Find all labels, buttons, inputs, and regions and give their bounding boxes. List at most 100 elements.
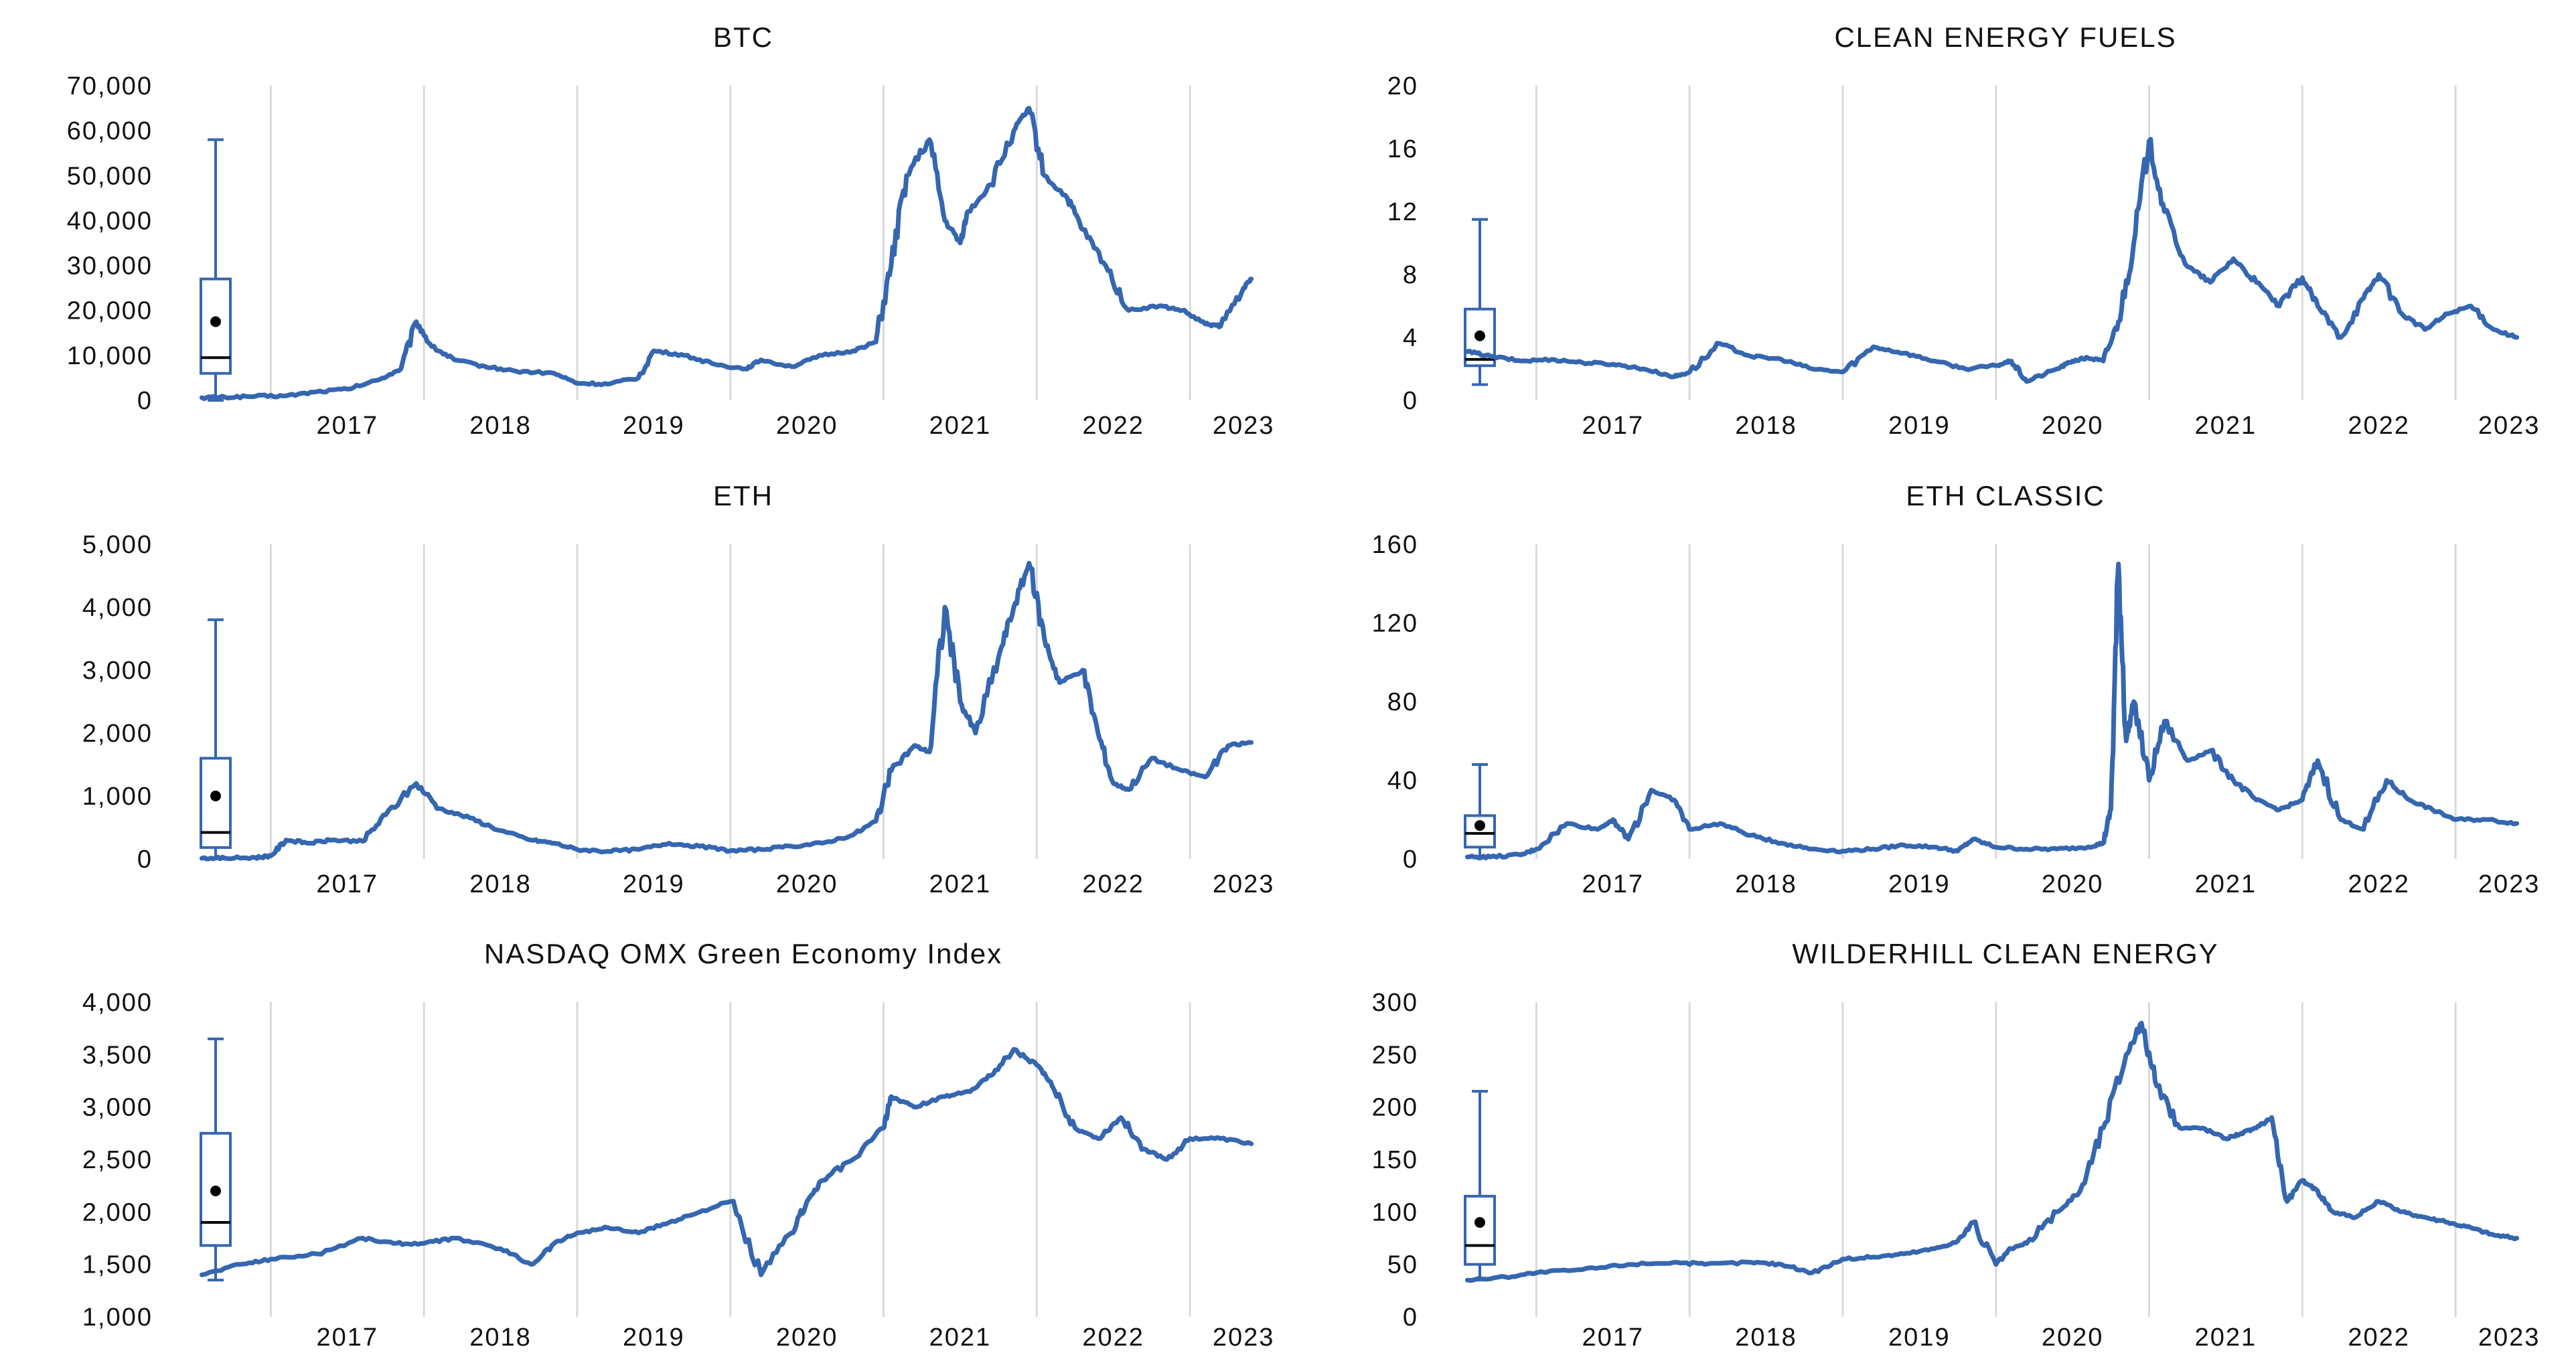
y-tick-label: 40: [1387, 767, 1418, 795]
x-tick-label: 2017: [317, 1324, 379, 1352]
y-tick-label: 150: [1372, 1146, 1418, 1174]
x-tick-label: 2018: [469, 1324, 532, 1352]
y-tick-label: 3,500: [82, 1041, 153, 1069]
x-tick-label: 2018: [1735, 1324, 1797, 1352]
x-tick-label: 2023: [2478, 1324, 2541, 1352]
x-tick-label: 2023: [1213, 412, 1275, 440]
chart-title: ETH: [713, 480, 773, 511]
panel-eth-classic: ETH CLASSIC 0 40 80 120 160 2017 2018 2019 2020 20…: [1372, 480, 2541, 898]
panel-nasdaq-omx-green-economy-index: NASDAQ OMX Green Economy Index 1,000 1,500…: [82, 938, 1275, 1352]
series-line: [1464, 561, 2520, 861]
x-tick-label: 2021: [929, 412, 992, 440]
y-tick-label: 12: [1387, 198, 1418, 226]
y-tick-label: 10,000: [67, 342, 153, 370]
chart-title: CLEAN ENERGY FUELS: [1834, 21, 2176, 53]
y-tick-label: 16: [1387, 135, 1418, 163]
y-tick-label: 2,500: [82, 1146, 153, 1174]
y-tick-label: 50,000: [67, 162, 153, 190]
y-tick-label: 3,000: [82, 657, 153, 685]
y-tick-label: 5,000: [82, 531, 153, 559]
y-tick-label: 200: [1372, 1094, 1418, 1122]
series-line: [1464, 1020, 2520, 1283]
x-tick-label: 2019: [1888, 1324, 1951, 1352]
y-tick-label: 8: [1403, 261, 1418, 289]
series-line: [199, 560, 1254, 862]
x-tick-label: 2020: [2042, 870, 2104, 898]
y-tick-label: 70,000: [67, 72, 153, 100]
y-tick-label: 250: [1372, 1041, 1418, 1069]
x-tick-label: 2020: [776, 870, 838, 898]
y-tick-label: 3,000: [82, 1094, 153, 1122]
x-tick-label: 2017: [317, 870, 379, 898]
x-tick-label: 2019: [1888, 412, 1951, 440]
x-tick-label: 2022: [2348, 870, 2410, 898]
y-tick-label: 30,000: [67, 252, 153, 280]
boxplot-box: [1464, 1194, 1496, 1266]
x-tick-label: 2019: [623, 870, 685, 898]
x-tick-label: 2021: [2195, 1324, 2257, 1352]
chart-title: NASDAQ OMX Green Economy Index: [484, 938, 1002, 969]
y-tick-label: 80: [1387, 688, 1418, 716]
y-tick-label: 0: [1403, 1303, 1418, 1332]
x-tick-label: 2021: [2195, 412, 2257, 440]
y-tick-label: 120: [1372, 610, 1418, 638]
y-tick-label: 0: [1403, 387, 1418, 415]
y-tick-label: 1,500: [82, 1251, 153, 1279]
x-tick-label: 2023: [1213, 1324, 1275, 1352]
x-tick-label: 2021: [929, 870, 992, 898]
x-tick-label: 2022: [1082, 412, 1144, 440]
y-tick-label: 1,000: [82, 783, 153, 811]
y-tick-label: 1,000: [82, 1303, 153, 1332]
boxplot-box: [200, 756, 232, 850]
y-tick-label: 60,000: [67, 117, 153, 145]
x-tick-label: 2023: [2478, 870, 2541, 898]
x-tick-label: 2022: [2348, 1324, 2410, 1352]
y-tick-label: 50: [1387, 1251, 1418, 1279]
x-tick-label: 2018: [469, 412, 532, 440]
boxplot-mean-marker: [210, 316, 221, 327]
x-tick-label: 2022: [1082, 870, 1144, 898]
series-line: [199, 106, 1254, 402]
y-tick-label: 0: [137, 846, 153, 874]
x-tick-label: 2023: [1213, 870, 1275, 898]
chart-title: BTC: [713, 21, 773, 53]
y-tick-label: 20: [1387, 72, 1418, 100]
x-tick-label: 2020: [776, 1324, 838, 1352]
chart-title: ETH CLASSIC: [1906, 480, 2105, 511]
x-tick-label: 2023: [2478, 412, 2541, 440]
x-tick-label: 2021: [929, 1324, 992, 1352]
y-tick-label: 0: [1403, 846, 1418, 874]
y-tick-label: 160: [1372, 531, 1418, 559]
panel-eth: ETH 0 1,000 2,000 3,000 4,000 5,000 2017 2018 201…: [82, 480, 1275, 898]
y-tick-label: 4,000: [82, 594, 153, 622]
series-line: [1464, 137, 2520, 384]
x-tick-label: 2017: [1582, 412, 1645, 440]
y-tick-label: 20,000: [67, 297, 153, 325]
x-tick-label: 2017: [1582, 1324, 1645, 1352]
x-tick-label: 2019: [623, 1324, 685, 1352]
x-tick-label: 2020: [2042, 412, 2104, 440]
x-tick-label: 2020: [2042, 1324, 2104, 1352]
boxplot-mean-marker: [210, 1186, 221, 1196]
x-tick-label: 2018: [469, 870, 532, 898]
y-tick-label: 0: [137, 387, 153, 415]
x-tick-label: 2019: [1888, 870, 1951, 898]
series-line: [199, 1047, 1254, 1277]
panel-clean-energy-fuels: CLEAN ENERGY FUELS 0 4 8 12 16 20 2017 2018 2019 2…: [1387, 21, 2541, 440]
x-tick-label: 2022: [2348, 412, 2410, 440]
y-tick-label: 100: [1372, 1198, 1418, 1226]
x-tick-label: 2020: [776, 412, 838, 440]
boxplot-mean-marker: [1474, 1217, 1485, 1228]
chart-title: WILDERHILL CLEAN ENERGY: [1792, 938, 2218, 969]
y-tick-label: 2,000: [82, 1198, 153, 1226]
x-tick-label: 2017: [317, 412, 379, 440]
boxplot-mean-marker: [1474, 820, 1485, 831]
y-tick-label: 40,000: [67, 207, 153, 235]
x-tick-label: 2019: [623, 412, 685, 440]
x-tick-label: 2017: [1582, 870, 1645, 898]
y-tick-label: 2,000: [82, 720, 153, 748]
x-tick-label: 2018: [1735, 412, 1797, 440]
x-tick-label: 2021: [2195, 870, 2257, 898]
y-tick-label: 300: [1372, 989, 1418, 1017]
